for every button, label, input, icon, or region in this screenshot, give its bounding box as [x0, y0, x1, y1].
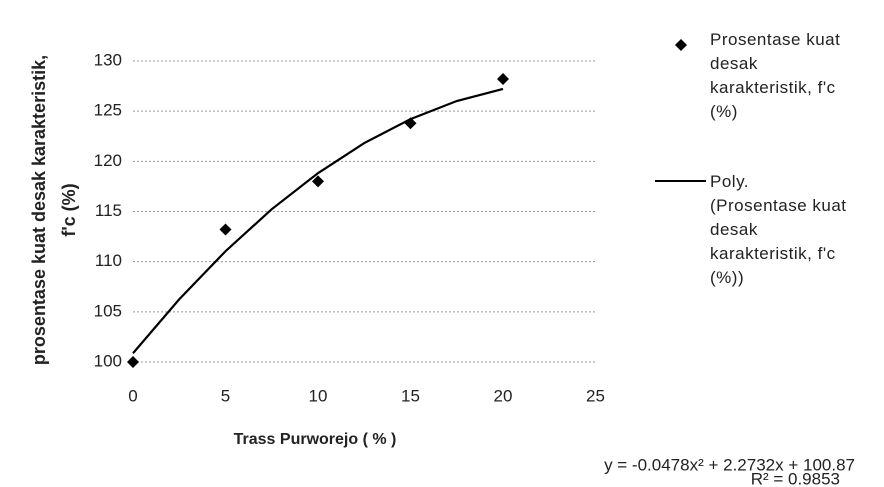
x-tick-label: 15 — [401, 386, 420, 405]
x-tick-label: 5 — [221, 386, 230, 405]
point — [312, 175, 324, 188]
x-tick-label: 10 — [309, 386, 328, 405]
legend-label: Prosentase kuat desak karakteristik, f'c… — [710, 30, 841, 121]
point — [219, 223, 232, 236]
y-tick-label: 100 — [94, 351, 122, 370]
trendline — [132, 87, 504, 354]
equation: y = -0.0478x² + 2.2732x + 100.87 — [604, 455, 855, 474]
y-axis-title: prosentase kuat desak karakteristik, — [29, 55, 49, 365]
x-tick-label: 20 — [494, 386, 513, 405]
y-tick-label: 120 — [94, 151, 122, 170]
y-axis-title: f'c (%) — [59, 183, 79, 236]
legend-label: Poly. (Prosentase kuat desak karakterist… — [710, 172, 847, 287]
point — [497, 73, 509, 86]
y-tick-label: 130 — [94, 50, 122, 69]
point — [127, 356, 139, 368]
r-squared: R² = 0.9853 — [751, 469, 840, 487]
y-tick-label: 125 — [94, 101, 122, 120]
x-tick-label: 0 — [128, 386, 137, 405]
x-tick-label: 25 — [586, 386, 605, 405]
x-axis-title: Trass Purworejo ( % ) — [234, 431, 397, 448]
legend-swatch — [675, 39, 687, 51]
y-tick-label: 105 — [94, 301, 122, 320]
y-tick-label: 115 — [95, 201, 122, 220]
y-tick-label: 110 — [95, 251, 122, 270]
